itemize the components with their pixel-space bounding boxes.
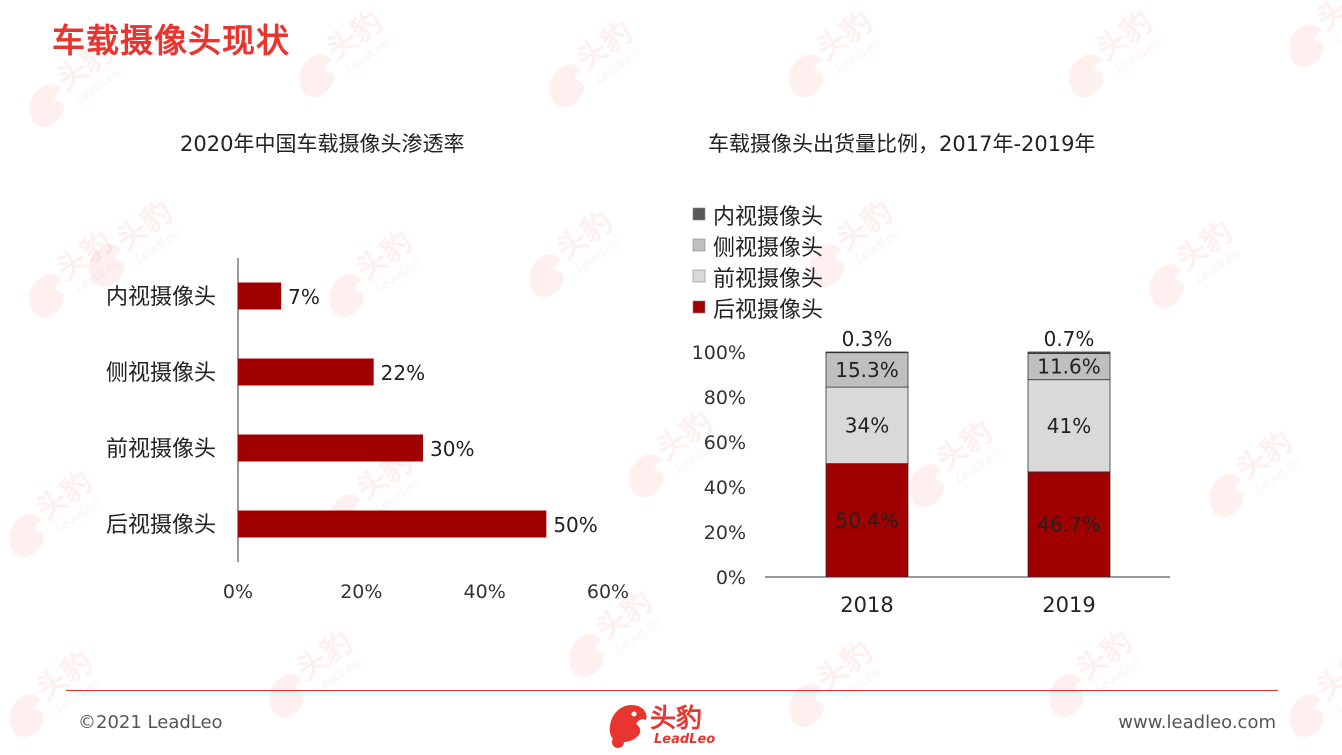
left-chart-title: 2020年中国车载摄像头渗透率 <box>180 132 465 156</box>
footer-copyright: ©2021 LeadLeo <box>78 712 223 733</box>
leopard-icon <box>609 704 647 748</box>
leadleo-logo: 头豹 LeadLeo <box>604 696 734 754</box>
watermark-text: 头豹 <box>810 634 879 697</box>
stacked-segment <box>1027 353 1111 381</box>
data-label: 11.6% <box>1037 355 1101 379</box>
watermark-text: 头豹 <box>1310 644 1342 707</box>
data-label: 46.7% <box>1037 512 1101 536</box>
data-label: 50% <box>553 513 597 537</box>
y-tick-label: 60% <box>704 432 746 454</box>
leopard-icon <box>1049 674 1084 718</box>
data-label: 0.7% <box>1044 327 1095 351</box>
watermark-subtext: LeadLeo <box>53 675 102 715</box>
data-label: 15.3% <box>835 358 899 382</box>
x-tick-label: 0% <box>223 581 253 603</box>
bar-3 <box>238 510 547 538</box>
legend-label: 后视摄像头 <box>713 298 823 323</box>
watermark-subtext: LeadLeo <box>1333 675 1342 715</box>
legend-swatch <box>692 269 706 283</box>
x-tick-label: 2019 <box>1042 593 1095 617</box>
category-label: 前视摄像头 <box>106 437 216 462</box>
legend-swatch <box>692 238 706 252</box>
bar-0 <box>238 282 282 310</box>
legend-label: 前视摄像头 <box>713 267 823 292</box>
data-label: 30% <box>430 437 474 461</box>
stacked-segment <box>825 463 909 578</box>
y-tick-label: 100% <box>692 342 746 364</box>
stacked-segment <box>1027 351 1111 354</box>
penetration-bar-chart: 内视摄像头 7% 侧视摄像头 22% 前视摄像头 30% 后视摄像头 50% 0% 20% 40% 6… <box>106 258 629 603</box>
footer-divider <box>66 690 1278 691</box>
x-tick-label: 40% <box>464 581 506 603</box>
leopard-icon <box>269 674 304 718</box>
watermark-subtext: LeadLeo <box>833 665 882 705</box>
leopard-icon <box>9 694 44 738</box>
category-label: 内视摄像头 <box>106 285 216 310</box>
data-label: 50.4% <box>835 508 899 532</box>
legend-swatch <box>692 207 706 221</box>
footer-website-link[interactable]: www.leadleo.com <box>1118 712 1276 733</box>
category-label: 后视摄像头 <box>106 513 216 538</box>
data-label: 34% <box>845 413 889 437</box>
data-label: 7% <box>288 285 320 309</box>
legend-label: 侧视摄像头 <box>713 236 823 261</box>
x-tick-label: 2018 <box>840 593 893 617</box>
logo-subtext: LeadLeo <box>654 732 716 747</box>
category-label: 侧视摄像头 <box>106 361 216 386</box>
right-chart-title: 车载摄像头出货量比例，2017年-2019年 <box>708 132 1096 156</box>
leopard-icon <box>1289 694 1324 738</box>
y-tick-label: 0% <box>716 567 746 589</box>
bar-1 <box>238 358 374 386</box>
stacked-segment <box>825 352 909 388</box>
y-tick-label: 40% <box>704 477 746 499</box>
logo-text: 头豹 <box>650 704 703 734</box>
data-label: 22% <box>381 361 425 385</box>
y-tick-label: 20% <box>704 522 746 544</box>
y-tick-label: 80% <box>704 387 746 409</box>
leopard-icon <box>789 684 824 728</box>
legend-swatch <box>692 300 706 314</box>
data-label: 41% <box>1047 414 1091 438</box>
slide-title: 车载摄像头现状 <box>52 21 290 60</box>
stacked-segment <box>825 351 909 354</box>
data-label: 0.3% <box>842 327 893 351</box>
bar-2 <box>238 434 423 462</box>
watermark-text: 头豹 <box>30 644 99 707</box>
x-tick-label: 20% <box>340 581 382 603</box>
x-tick-label: 60% <box>587 581 629 603</box>
legend-label: 内视摄像头 <box>713 205 823 230</box>
stacked-segment <box>825 386 909 465</box>
stacked-segment <box>1027 471 1111 578</box>
